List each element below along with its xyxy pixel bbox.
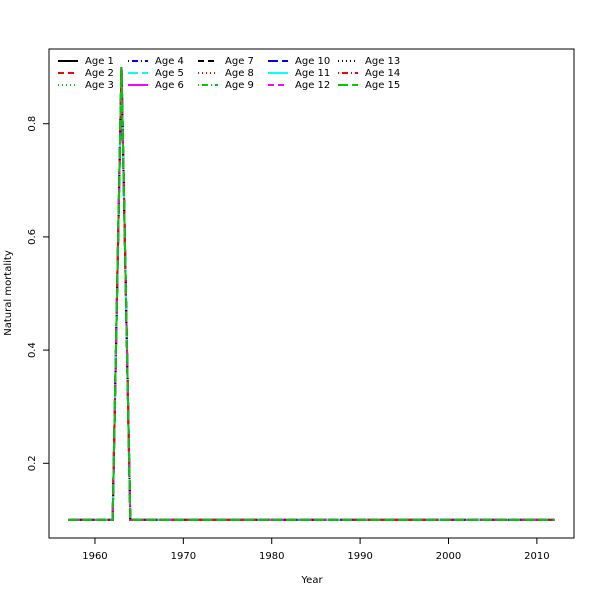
series-line bbox=[68, 67, 555, 521]
y-tick-label: 0.8 bbox=[27, 116, 38, 132]
series-line bbox=[68, 67, 555, 521]
x-tick-label: 1960 bbox=[82, 551, 107, 562]
series-line bbox=[68, 67, 555, 521]
y-tick-label: 0.4 bbox=[27, 342, 38, 358]
legend-label: Age 6 bbox=[155, 80, 184, 91]
series-line bbox=[68, 67, 555, 521]
x-tick-label: 1970 bbox=[171, 551, 196, 562]
legend-label: Age 2 bbox=[85, 68, 114, 79]
x-axis-label: Year bbox=[300, 575, 323, 586]
legend-label: Age 4 bbox=[155, 56, 184, 67]
legend-label: Age 9 bbox=[225, 80, 254, 91]
series-line bbox=[68, 67, 555, 521]
series-line bbox=[68, 67, 555, 521]
series-line bbox=[68, 67, 555, 521]
legend-label: Age 3 bbox=[85, 80, 114, 91]
legend-label: Age 15 bbox=[365, 80, 400, 91]
legend-label: Age 8 bbox=[225, 68, 254, 79]
legend-label: Age 5 bbox=[155, 68, 184, 79]
series-line bbox=[68, 67, 555, 521]
series-line bbox=[68, 67, 555, 521]
y-axis-label: Natural mortality bbox=[3, 250, 14, 336]
series-line bbox=[68, 67, 555, 521]
legend-label: Age 1 bbox=[85, 56, 114, 67]
x-tick-label: 1990 bbox=[347, 551, 372, 562]
x-tick-label: 1980 bbox=[259, 551, 284, 562]
y-tick-label: 0.6 bbox=[27, 229, 38, 245]
legend-label: Age 7 bbox=[225, 56, 254, 67]
legend-label: Age 14 bbox=[365, 68, 400, 79]
legend-label: Age 13 bbox=[365, 56, 400, 67]
x-tick-label: 2010 bbox=[524, 551, 549, 562]
legend-label: Age 12 bbox=[295, 80, 330, 91]
series-line bbox=[68, 67, 555, 521]
y-tick-label: 0.2 bbox=[27, 455, 38, 471]
series-line bbox=[68, 67, 555, 521]
x-tick-label: 2000 bbox=[436, 551, 461, 562]
legend-label: Age 10 bbox=[295, 56, 330, 67]
series-line bbox=[68, 67, 555, 521]
plot-frame bbox=[48, 48, 575, 539]
series-line bbox=[68, 67, 555, 521]
series-line bbox=[68, 67, 555, 521]
legend-label: Age 11 bbox=[295, 68, 330, 79]
